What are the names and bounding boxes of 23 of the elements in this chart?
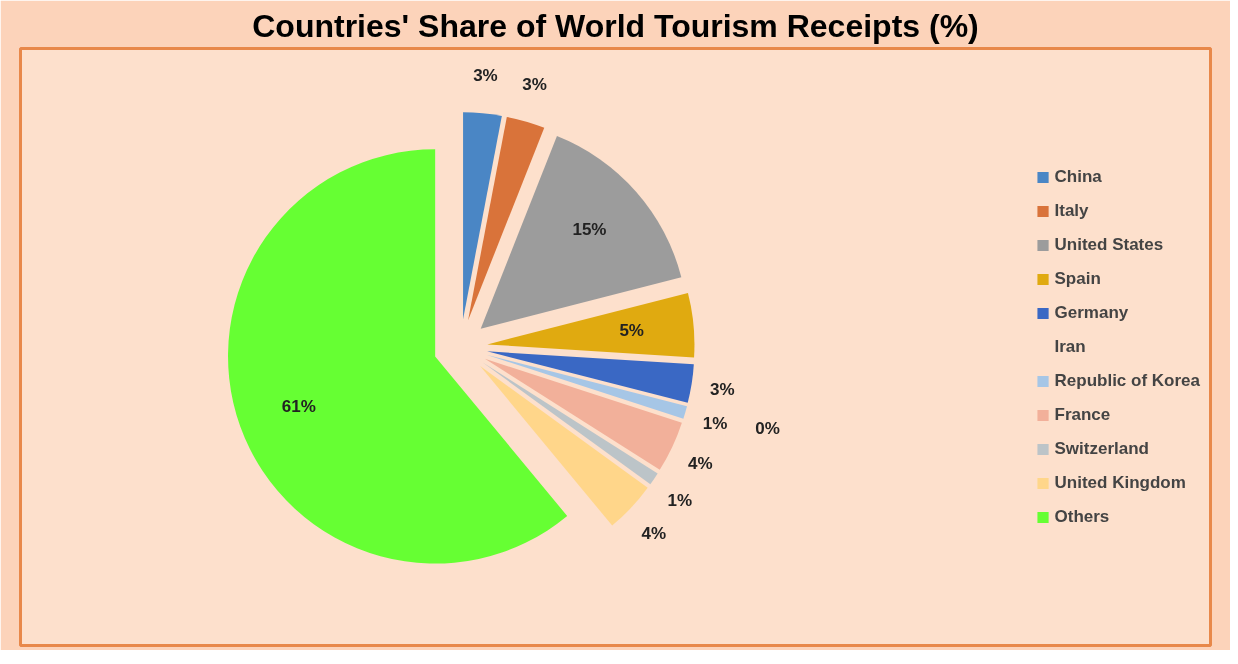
data-label: 4%	[641, 524, 667, 544]
legend-label: Italy	[1054, 200, 1089, 221]
legend-label: China	[1054, 166, 1102, 187]
legend-label: Germany	[1054, 302, 1129, 323]
data-label: 1%	[702, 413, 728, 433]
data-label: 3%	[473, 65, 498, 85]
data-label: 15%	[572, 220, 607, 240]
chart-title: Countries' Share of World Tourism Receipts (%)	[252, 7, 979, 44]
legend-label: Spain	[1054, 268, 1101, 289]
legend-label: United States	[1054, 234, 1164, 255]
data-label: 4%	[688, 453, 713, 473]
data-label: 1%	[667, 490, 693, 510]
data-label: 5%	[619, 320, 644, 340]
category-label: Iran	[1054, 336, 1086, 356]
data-label: 61%	[281, 397, 316, 417]
legend-label: Others	[1054, 506, 1110, 527]
text: 0%	[755, 418, 780, 438]
data-label: 3%	[522, 75, 547, 95]
data-label: 3%	[710, 380, 735, 400]
legend-label: France	[1054, 404, 1111, 425]
legend-label: Switzerland	[1054, 438, 1149, 459]
legend-label: Republic of Korea	[1054, 370, 1200, 391]
legend-label: United Kingdom	[1054, 472, 1186, 493]
